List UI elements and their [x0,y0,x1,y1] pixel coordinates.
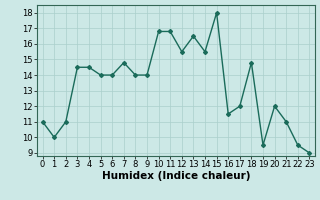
X-axis label: Humidex (Indice chaleur): Humidex (Indice chaleur) [102,171,250,181]
